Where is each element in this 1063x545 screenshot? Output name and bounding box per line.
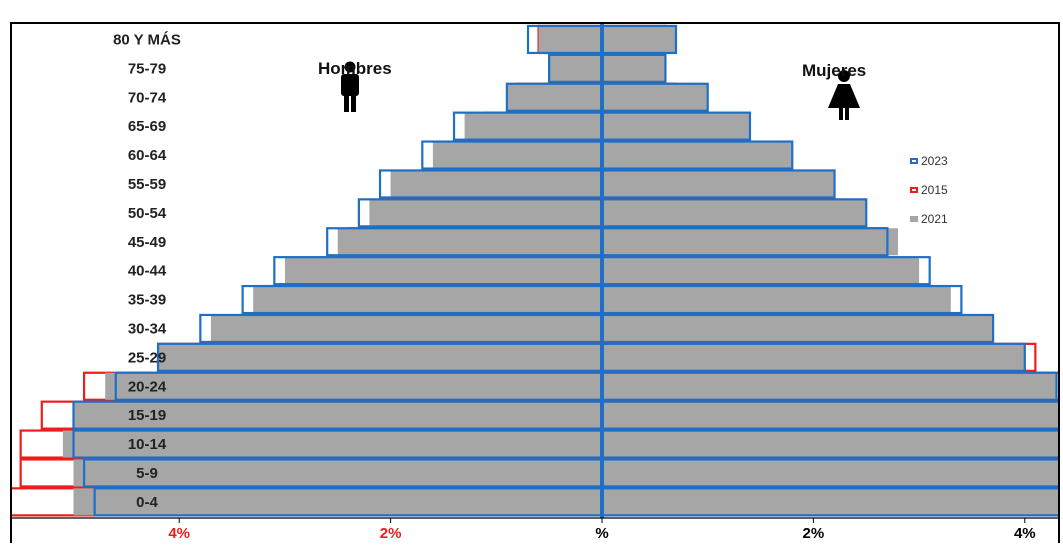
bar-2021-men [549,54,602,82]
x-tick-label: 4% [168,525,190,542]
bar-2021-women [602,286,951,314]
bar-2021-women [602,430,1058,458]
bar-2021-women [602,228,898,256]
age-group-label: 0-4 [136,494,158,511]
chart-title-strip [0,0,1063,20]
bar-2021-women [602,459,1058,487]
age-group-label: 15-19 [128,407,166,424]
chart-frame: 80 Y MÁS 75-79 70-74 65-69 60-64 55-59 50-54 45… [10,22,1060,543]
bar-2021-men [73,459,602,487]
bar-2021-men [337,228,602,256]
man-icon [341,61,359,112]
age-group-label: 50-54 [128,205,167,222]
age-group-label: 20-24 [128,378,167,395]
woman-icon [828,70,860,120]
age-group-label: 5-9 [136,465,158,482]
age-group-label: 45-49 [128,234,166,251]
bar-2021-men [506,83,602,111]
age-group-label: 60-64 [128,147,167,164]
age-group-label: 75-79 [128,60,166,77]
bar-2021-women [602,199,867,227]
population-pyramid-chart: 80 Y MÁS 75-79 70-74 65-69 60-64 55-59 50-54 45… [12,24,1058,542]
legend-swatch-2023 [910,157,918,164]
bar-2021-men [538,25,602,53]
x-tick-label: % [595,525,608,542]
age-group-label: 70-74 [128,89,167,106]
legend-item-2023: 2023 [910,146,948,175]
bar-2021-men [210,314,602,342]
x-tick-label: 2% [803,525,825,542]
age-group-label: 80 Y MÁS [113,31,181,48]
bar-2021-women [602,488,1058,516]
bar-2021-men [284,257,602,285]
age-group-label: 30-34 [128,320,167,337]
bar-2021-women [602,141,793,169]
legend-label-2015: 2015 [921,182,948,197]
x-tick-label: 4% [1014,525,1036,542]
bar-2021-men [253,286,602,314]
bar-2021-men [369,199,602,227]
bar-2021-women [602,170,835,198]
age-group-label: 55-59 [128,176,166,193]
legend: 2023 2015 2021 [910,146,948,233]
age-group-label: 65-69 [128,118,166,135]
men-label: Hombres [318,59,392,78]
bar-2021-women [602,112,750,140]
bar-2021-women [602,401,1058,429]
bar-2021-men [390,170,602,198]
bar-2021-men [73,488,602,516]
legend-label-2023: 2023 [921,153,948,168]
bar-2021-men [464,112,602,140]
bar-2021-women [602,25,676,53]
bar-2021-men [62,430,603,458]
legend-item-2021: 2021 [910,204,948,233]
age-group-label: 10-14 [128,436,167,453]
legend-swatch-2015 [910,186,918,193]
age-group-label: 40-44 [128,263,167,280]
bar-2021-men [105,372,603,400]
bar-2021-women [602,343,1025,371]
bar-2021-women [602,83,708,111]
bar-2021-men [73,401,602,429]
bar-2021-women [602,54,666,82]
women-label: Mujeres [802,61,867,80]
legend-item-2015: 2015 [910,175,948,204]
legend-label-2021: 2021 [921,211,948,226]
legend-swatch-2021 [910,215,918,222]
x-tick-label: 2% [380,525,402,542]
bar-2021-women [602,314,994,342]
bar-2021-women [602,257,920,285]
age-group-label: 25-29 [128,349,166,366]
bar-2021-men [432,141,602,169]
bar-2021-women [602,372,1057,400]
bar-2021-men [158,343,602,371]
age-group-label: 35-39 [128,292,166,309]
